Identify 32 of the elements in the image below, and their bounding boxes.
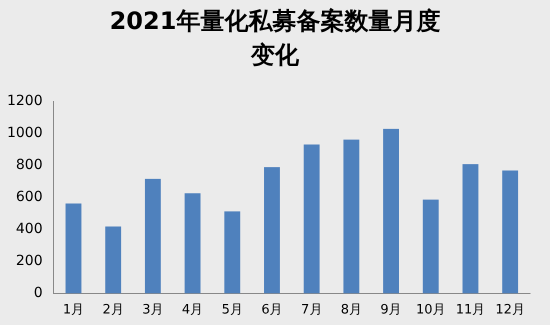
bar: [502, 170, 518, 294]
chart-title: 2021年量化私募备案数量月度变化: [108, 6, 442, 71]
y-tick-label: 800: [16, 157, 43, 174]
x-tick-label: 7月: [301, 302, 322, 318]
bar: [462, 164, 478, 294]
bar: [304, 144, 320, 294]
x-tick-label: 11月: [456, 302, 486, 318]
y-tick-label: 1000: [6, 125, 43, 142]
x-tick-label: 6月: [261, 302, 283, 318]
bar: [105, 226, 122, 294]
bar: [343, 140, 360, 294]
bar: [383, 128, 399, 294]
y-tick-label: 400: [16, 221, 43, 238]
x-tick-label: 3月: [142, 302, 164, 318]
x-tick-label: 1月: [62, 302, 84, 318]
x-tick-label: 12月: [495, 302, 525, 318]
bar: [224, 211, 240, 294]
y-tick-label: 200: [16, 253, 43, 270]
x-tick-label: 2月: [102, 302, 124, 318]
bar: [422, 200, 439, 294]
y-tick-label: 600: [16, 189, 43, 206]
x-tick-label: 9月: [380, 302, 402, 318]
bar: [144, 178, 161, 294]
x-tick-label: 4月: [182, 302, 204, 318]
x-tick-label: 10月: [416, 302, 446, 318]
x-tick-label: 5月: [222, 302, 243, 318]
bar: [184, 193, 201, 294]
y-tick-label: 0: [34, 285, 43, 302]
x-tick-label: 8月: [340, 302, 362, 318]
bar: [264, 167, 280, 294]
bar: [66, 203, 82, 294]
y-tick-label: 1200: [6, 93, 43, 110]
